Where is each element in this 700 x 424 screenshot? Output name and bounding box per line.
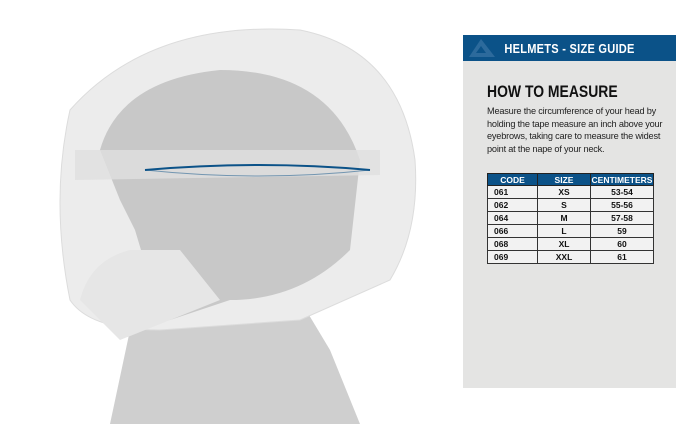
cell-centimeters: 57-58 [590, 211, 654, 225]
column-header-size: SIZE [537, 173, 591, 186]
brand-logo-icon [469, 39, 495, 57]
cell-centimeters: 55-56 [590, 198, 654, 212]
size-guide-title: HELMETS - SIZE GUIDE [504, 41, 635, 56]
column-header-centimeters: CENTIMETERS [590, 173, 654, 186]
cell-size: S [537, 198, 591, 212]
cell-centimeters: 60 [590, 237, 654, 251]
size-guide-header: HELMETS - SIZE GUIDE [463, 35, 676, 61]
column-header-code: CODE [487, 173, 538, 186]
cell-code: 069 [487, 250, 538, 264]
cell-code: 066 [487, 224, 538, 238]
table-row: 061 XS 53-54 [487, 185, 654, 199]
helmet-head-illustration [59, 28, 417, 424]
table-row: 066 L 59 [487, 224, 654, 238]
size-guide-panel: HELMETS - SIZE GUIDE HOW TO MEASURE Meas… [463, 35, 676, 388]
cell-centimeters: 61 [590, 250, 654, 264]
measuring-tape-line [144, 164, 371, 171]
cell-size: XS [537, 185, 591, 199]
cell-code: 064 [487, 211, 538, 225]
cell-size: L [537, 224, 591, 238]
cell-centimeters: 53-54 [590, 185, 654, 199]
cell-size: XXL [537, 250, 591, 264]
table-row: 069 XXL 61 [487, 250, 654, 264]
table-row: 062 S 55-56 [487, 198, 654, 212]
cell-centimeters: 59 [590, 224, 654, 238]
table-row: 068 XL 60 [487, 237, 654, 251]
cell-size: M [537, 211, 591, 225]
cell-size: XL [537, 237, 591, 251]
cell-code: 061 [487, 185, 538, 199]
how-to-measure-title: HOW TO MEASURE [487, 82, 618, 101]
cell-code: 068 [487, 237, 538, 251]
cell-code: 062 [487, 198, 538, 212]
size-table: CODE SIZE CENTIMETERS 061 XS 53-54 062 S 55-5… [487, 173, 654, 264]
how-to-measure-text: Measure the circumference of your head b… [487, 106, 663, 154]
table-row: 064 M 57-58 [487, 211, 654, 225]
